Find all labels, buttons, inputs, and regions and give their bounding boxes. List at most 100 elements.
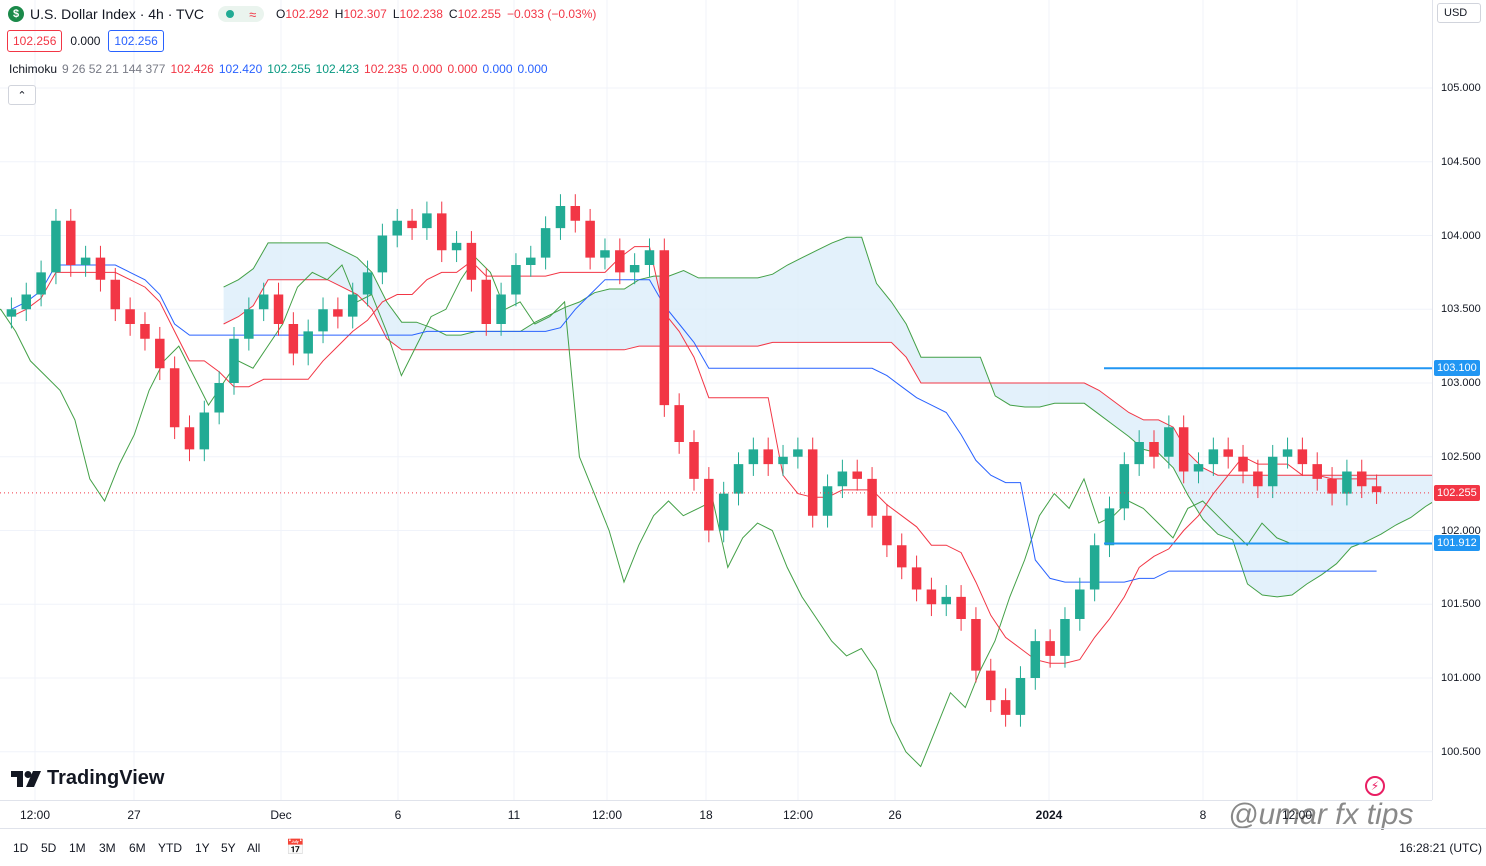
watermark-text: @umar fx tips: [1228, 798, 1414, 831]
candle-body: [51, 220, 61, 273]
indicator-value: 102.426: [170, 62, 214, 76]
time-tick-label: 12:00: [1281, 808, 1313, 822]
candle-body: [644, 250, 655, 265]
candle-body: [526, 257, 536, 265]
candle-body: [66, 220, 76, 265]
candle-body: [1342, 471, 1352, 494]
indicator-legend[interactable]: Ichimoku 9 26 52 21 144 377 102.426 102.4…: [9, 62, 548, 76]
range-button-3m[interactable]: 3M: [99, 841, 116, 855]
last-price-label: 102.255: [1434, 484, 1480, 501]
ohlc-values: O102.292 H102.307 L102.238 C102.255 −0.033 (…: [276, 7, 596, 21]
ohlc-value: 102.238: [399, 7, 443, 21]
candle-body: [1267, 456, 1278, 487]
currency-button[interactable]: USD: [1437, 3, 1481, 23]
candle-body: [629, 265, 640, 273]
candle-body: [718, 493, 729, 531]
candle-body: [1030, 641, 1041, 678]
indicator-value: 102.420: [218, 62, 263, 76]
candle-body: [1208, 449, 1219, 465]
indicator-value: 0.000: [517, 62, 548, 76]
candle-body: [1149, 442, 1159, 457]
range-button-ytd[interactable]: YTD: [158, 841, 182, 855]
calendar-range-icon[interactable]: 📅: [286, 839, 305, 856]
price-tick-label: 102.500: [1441, 450, 1481, 463]
candle-body: [748, 449, 759, 465]
candle-body: [822, 486, 833, 516]
sell-price[interactable]: 102.256: [7, 30, 63, 52]
bid-ask-row: 102.256 0.000 102.256: [7, 30, 164, 52]
candle-body: [793, 449, 803, 457]
candle-body: [911, 567, 922, 590]
candle-body: [837, 471, 848, 487]
indicator-value: 0.000: [447, 62, 478, 76]
range-button-1d[interactable]: 1D: [13, 841, 29, 855]
time-tick-label: 12:00: [591, 808, 623, 822]
candle-body: [169, 368, 180, 428]
time-tick-label: 27: [127, 808, 141, 822]
price-tick-label: 101.000: [1441, 672, 1481, 684]
ohlc-item: H102.307: [335, 7, 387, 21]
range-button-1y[interactable]: 1Y: [195, 841, 210, 855]
candle-body: [95, 257, 106, 280]
candle-body: [407, 220, 417, 229]
chart-header: $ U.S. Dollar Index · 4h · TVC ≈ O102.29…: [0, 0, 1432, 105]
market-status[interactable]: ≈: [218, 6, 265, 22]
candle-body: [1000, 700, 1011, 715]
candle-body: [867, 478, 877, 516]
candle-body: [778, 456, 788, 465]
candle-body: [555, 206, 566, 229]
candle-body: [244, 309, 254, 339]
candle-body: [1282, 449, 1293, 457]
candle-body: [347, 294, 358, 317]
range-button-5d[interactable]: 5D: [41, 841, 57, 855]
market-open-icon: [225, 10, 234, 18]
tradingview-logo-icon: [11, 770, 41, 787]
candle-body: [333, 309, 343, 317]
range-button-5y[interactable]: 5Y: [221, 841, 236, 855]
price-chart[interactable]: [0, 0, 1432, 800]
time-tick-label: 11: [507, 808, 521, 822]
time-tick-label: Dec: [270, 808, 292, 822]
indicator-params: 9 26 52 21 144 377: [62, 62, 166, 76]
candle-body: [956, 596, 966, 619]
ohlc-item: O102.292: [276, 7, 329, 21]
utc-clock[interactable]: 16:28:21 (UTC): [1399, 841, 1482, 855]
symbol-row: $ U.S. Dollar Index · 4h · TVC ≈ O102.29…: [8, 5, 596, 23]
ohlc-value: 102.255: [457, 7, 501, 21]
tradingview-logo[interactable]: TradingView: [11, 767, 164, 790]
candle-body: [659, 250, 670, 406]
candle-body: [674, 405, 684, 442]
collapse-legend-button[interactable]: ⌃: [8, 85, 36, 105]
time-tick-label: 2024: [1035, 808, 1063, 822]
approx-icon: ≈: [249, 6, 257, 22]
candle-body: [140, 324, 150, 339]
candle-body: [481, 279, 492, 324]
candle-body: [184, 427, 195, 450]
time-axis[interactable]: 12:00 27 Dec 6 11 12:00 18 12:00 26 2024 8 12:00: [0, 800, 1432, 828]
candle-body: [451, 242, 462, 251]
candle-body: [1119, 464, 1130, 509]
price-tick-label: 102.000: [1441, 524, 1481, 537]
price-tick-label: 103.500: [1441, 303, 1481, 316]
candle-body: [1327, 478, 1337, 494]
range-button-6m[interactable]: 6M: [129, 841, 146, 855]
candle-body: [733, 464, 744, 494]
spread-value: 0.000: [70, 34, 101, 48]
ohlc-item: −0.033 (−0.03%): [507, 7, 596, 21]
symbol-title[interactable]: U.S. Dollar Index · 4h · TVC: [30, 6, 205, 22]
candle-body: [466, 242, 477, 280]
candle-body: [36, 272, 46, 295]
candle-body: [436, 213, 447, 251]
range-button-1m[interactable]: 1M: [69, 841, 86, 855]
ohlc-key: L: [392, 7, 400, 21]
candle-body: [615, 250, 625, 273]
ohlc-key: O: [276, 7, 286, 21]
ichimoku-cloud: [223, 237, 1432, 597]
buy-price[interactable]: 102.256: [108, 30, 164, 52]
indicator-value: 102.255: [267, 62, 311, 76]
lightning-icon[interactable]: ⚡: [1365, 776, 1385, 796]
range-button-all[interactable]: All: [247, 841, 261, 855]
price-axis[interactable]: 105.000 104.500 104.000 103.500 103.000 102.5…: [1432, 0, 1486, 800]
candle-body: [362, 272, 373, 295]
indicator-value: 0.000: [412, 62, 443, 76]
